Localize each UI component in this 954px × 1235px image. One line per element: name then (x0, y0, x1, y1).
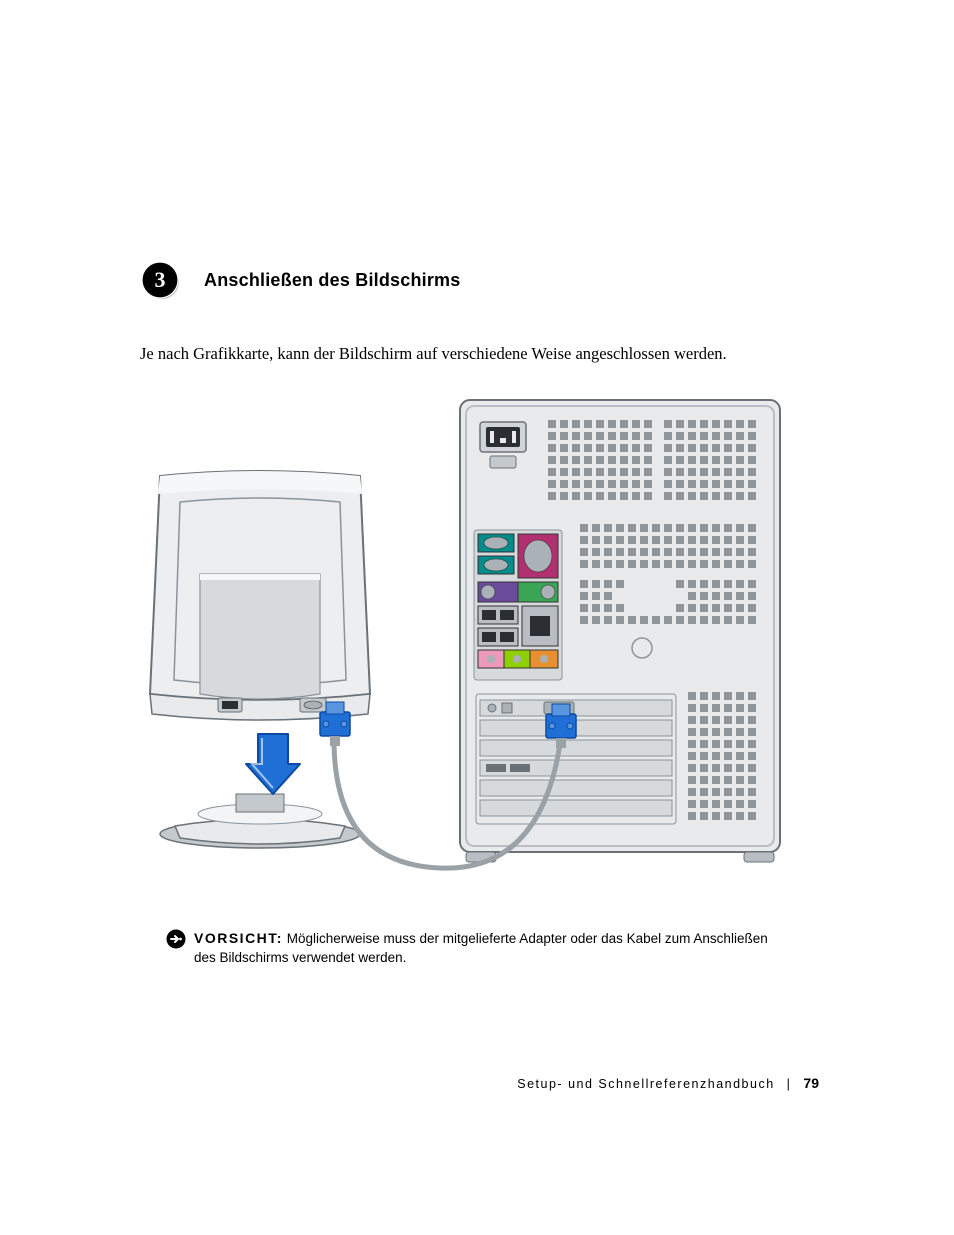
monitor-vga-port-icon (300, 698, 326, 712)
footer-title: Setup- und Schnellreferenzhandbuch (517, 1077, 774, 1091)
notice-icon (166, 929, 186, 949)
step-header: 3 Anschließen des Bildschirms (140, 260, 820, 300)
page-footer: Setup- und Schnellreferenzhandbuch | 79 (0, 1075, 954, 1093)
power-socket-icon (480, 422, 526, 452)
tower (460, 400, 780, 862)
step-title: Anschließen des Bildschirms (204, 270, 460, 291)
notice-block: VORSICHT: Möglicherweise muss der mitgel… (166, 929, 776, 968)
io-panel (474, 530, 562, 680)
intro-paragraph: Je nach Grafikkarte, kann der Bildschirm… (140, 342, 820, 366)
notice-label: VORSICHT: (194, 930, 283, 946)
down-arrow-icon (246, 734, 300, 794)
connection-illustration (140, 394, 800, 884)
step-number: 3 (155, 267, 166, 292)
step-badge-icon: 3 (140, 260, 180, 300)
footer-page-number: 79 (803, 1075, 819, 1091)
crt-monitor (150, 471, 370, 848)
footer-divider: | (787, 1077, 792, 1091)
monitor-power-port-icon (218, 698, 242, 712)
